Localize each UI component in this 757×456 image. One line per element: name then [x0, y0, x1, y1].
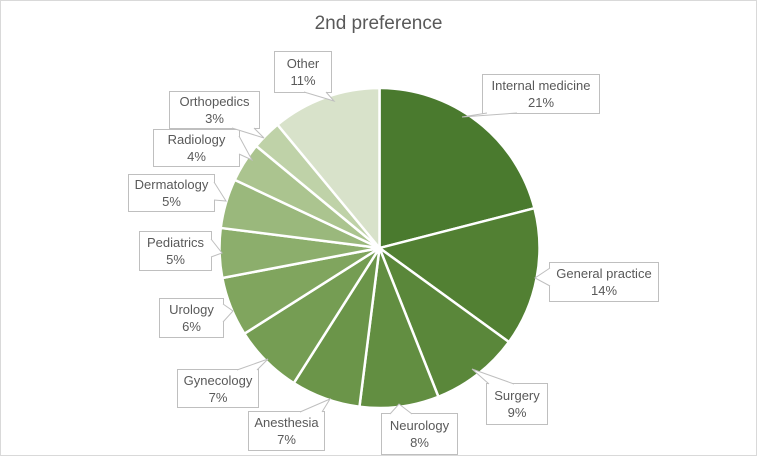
- pie-label-category: Anesthesia: [254, 415, 319, 430]
- pie-label-dermatology[interactable]: Dermatology 5%: [128, 174, 215, 212]
- pie-label-category: Internal medicine: [491, 78, 591, 93]
- pie-label-pediatrics[interactable]: Pediatrics 5%: [139, 231, 212, 271]
- pie-label-category: Urology: [169, 302, 214, 317]
- pie-label-value: 11%: [290, 73, 316, 88]
- pie-label-category: Radiology: [167, 132, 226, 147]
- pie-label-gynecology[interactable]: Gynecology 7%: [177, 369, 259, 408]
- pie-label-category: Dermatology: [134, 177, 209, 192]
- pie-label-value: 9%: [507, 405, 527, 420]
- pie-label-value: 4%: [187, 149, 206, 164]
- pie-label-other[interactable]: Other 11%: [274, 51, 332, 93]
- pie-label-category: Other: [286, 56, 320, 71]
- pie-label-value: 8%: [410, 435, 429, 450]
- pie-label-value: 7%: [277, 432, 296, 447]
- pie-label-radiology[interactable]: Radiology 4%: [153, 129, 240, 167]
- pie-label-category: Surgery: [494, 388, 540, 403]
- pie-label-category: Gynecology: [183, 372, 253, 388]
- pie-label-category: Neurology: [389, 418, 450, 433]
- pie-label-general-practice[interactable]: General practice 14%: [549, 262, 659, 302]
- pie-label-orthopedics[interactable]: Orthopedics 3%: [169, 91, 260, 129]
- pie-label-value: 3%: [205, 111, 224, 126]
- pie-label-category: General practice: [556, 266, 652, 281]
- pie-label-anesthesia[interactable]: Anesthesia 7%: [248, 411, 325, 451]
- pie-label-category: Orthopedics: [179, 94, 250, 109]
- pie-label-category: Pediatrics: [146, 235, 205, 250]
- chart-title: 2nd preference: [314, 13, 443, 34]
- pie-slice-internal-medicine[interactable]: [378, 86, 536, 250]
- pie-label-value: 5%: [162, 194, 181, 209]
- pie-label-value: 6%: [182, 319, 201, 334]
- pie-label-value: 14%: [590, 283, 618, 298]
- pie-label-value: 5%: [166, 252, 185, 267]
- pie-label-surgery[interactable]: Surgery 9%: [486, 383, 548, 425]
- pie-label-urology[interactable]: Urology 6%: [159, 298, 224, 338]
- pie-label-value: 21%: [527, 95, 555, 110]
- pie-label-internal-medicine[interactable]: Internal medicine 21%: [482, 74, 600, 114]
- pie-label-value: 7%: [208, 389, 228, 405]
- pie-label-neurology[interactable]: Neurology 8%: [381, 413, 458, 455]
